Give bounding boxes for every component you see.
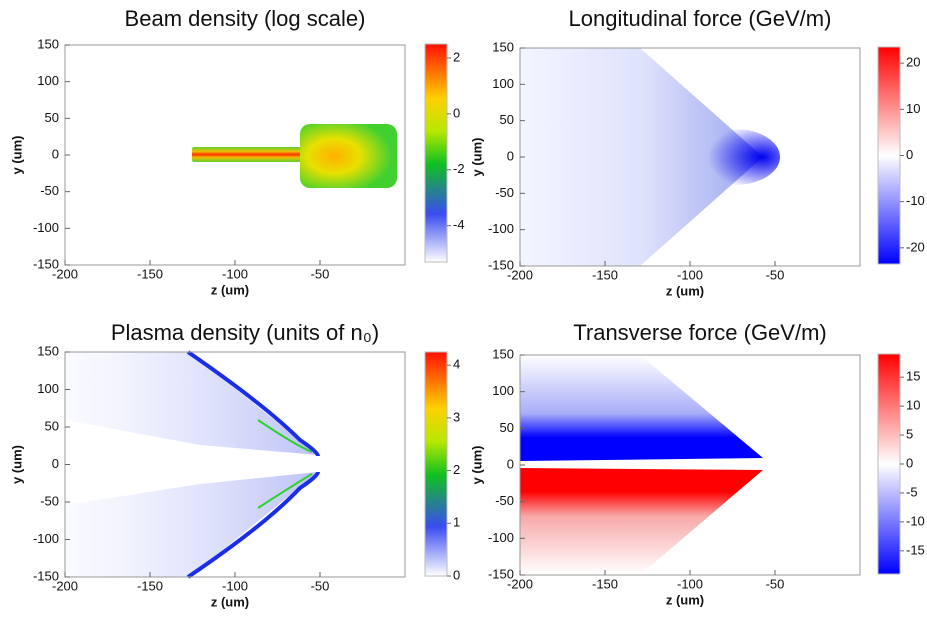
colorbar-tick-label: 0: [453, 567, 460, 582]
colorbar-tick-label: 20: [906, 55, 920, 70]
x-tick-label: -200: [507, 576, 533, 591]
y-tick-label: -150: [33, 568, 59, 583]
chart-title: Beam density (log scale): [125, 6, 366, 31]
heatmap-image: [520, 48, 780, 266]
colorbar: [877, 353, 901, 575]
x-axis-label: z (um): [211, 594, 249, 609]
colorbar-tick-label: 2: [453, 49, 460, 64]
y-tick-label: 150: [37, 36, 59, 51]
y-tick-label: 0: [52, 456, 59, 471]
y-tick-label: -100: [33, 220, 59, 235]
colorbar-tick-label: -2: [453, 161, 465, 176]
y-tick-label: -150: [33, 256, 59, 271]
y-tick-label: 0: [507, 456, 514, 471]
y-axis-label: y (um): [469, 138, 484, 177]
colorbar-tick-label: -20: [906, 239, 925, 254]
x-tick-label: -150: [592, 267, 618, 282]
x-axis-label: z (um): [666, 283, 704, 298]
y-tick-label: -50: [495, 493, 514, 508]
y-tick-label: 0: [507, 148, 514, 163]
heatmap-image: [65, 350, 320, 579]
y-tick-label: 150: [37, 343, 59, 358]
x-tick-label: -100: [677, 576, 703, 591]
y-tick-label: -50: [40, 183, 59, 198]
y-axis-label: y (um): [9, 136, 24, 175]
x-axis-label: z (um): [211, 282, 249, 297]
y-tick-label: 50: [45, 418, 59, 433]
colorbar-tick-label: -10: [906, 513, 925, 528]
colorbar-tick-label: -5: [906, 484, 918, 499]
x-axis-label: z (um): [666, 592, 704, 607]
y-tick-label: 100: [37, 73, 59, 88]
x-tick-label: -100: [677, 267, 703, 282]
colorbar-tick-label: 0: [906, 147, 913, 162]
colorbar-tick-label: 4: [453, 357, 460, 372]
colorbar-tick-label: 0: [453, 105, 460, 120]
x-tick-label: -150: [137, 266, 163, 281]
colorbar-tick-label: -10: [906, 193, 925, 208]
y-axis-label: y (um): [9, 445, 24, 484]
y-axis-label: y (um): [469, 446, 484, 485]
colorbar-tick-label: 0: [906, 455, 913, 470]
x-tick-label: -50: [766, 267, 785, 282]
heatmap-image: [520, 355, 763, 575]
colorbar-tick-label: -4: [453, 217, 465, 232]
y-tick-label: 0: [52, 146, 59, 161]
colorbar-tick-label: 10: [906, 101, 920, 116]
colorbar: [424, 351, 448, 577]
x-tick-label: -100: [222, 578, 248, 593]
y-tick-label: -50: [40, 493, 59, 508]
x-tick-label: -200: [52, 266, 78, 281]
colorbar: [877, 46, 901, 265]
y-tick-label: 50: [45, 110, 59, 125]
x-tick-label: -150: [592, 576, 618, 591]
y-tick-label: 100: [492, 76, 514, 91]
x-tick-label: -50: [766, 576, 785, 591]
x-tick-label: -100: [222, 266, 248, 281]
y-tick-label: 100: [37, 381, 59, 396]
x-tick-label: -200: [507, 267, 533, 282]
colorbar-tick-label: 3: [453, 409, 460, 424]
y-tick-label: -100: [488, 530, 514, 545]
chart-title: Plasma density (units of n₀): [111, 320, 379, 345]
colorbar-tick-label: 5: [906, 426, 913, 441]
x-tick-label: -150: [137, 578, 163, 593]
y-tick-label: -50: [495, 185, 514, 200]
colorbar-tick-label: 1: [453, 515, 460, 530]
y-tick-label: -100: [488, 221, 514, 236]
y-tick-label: 150: [492, 39, 514, 54]
y-tick-label: -150: [488, 566, 514, 581]
x-tick-label: -200: [52, 578, 78, 593]
y-tick-label: 50: [500, 112, 514, 127]
heatmap-image: [192, 124, 397, 188]
colorbar-tick-label: -15: [906, 542, 925, 557]
y-tick-label: 100: [492, 383, 514, 398]
y-tick-label: -100: [33, 531, 59, 546]
x-tick-label: -50: [311, 266, 330, 281]
y-tick-label: 50: [500, 420, 514, 435]
colorbar-tick-label: 10: [906, 398, 920, 413]
colorbar: [424, 43, 448, 263]
colorbar-tick-label: 15: [906, 369, 920, 384]
chart-title: Longitudinal force (GeV/m): [569, 6, 832, 31]
x-tick-label: -50: [311, 578, 330, 593]
chart-title: Transverse force (GeV/m): [573, 320, 826, 345]
colorbar-tick-label: 2: [453, 462, 460, 477]
y-tick-label: 150: [492, 346, 514, 361]
y-tick-label: -150: [488, 257, 514, 272]
